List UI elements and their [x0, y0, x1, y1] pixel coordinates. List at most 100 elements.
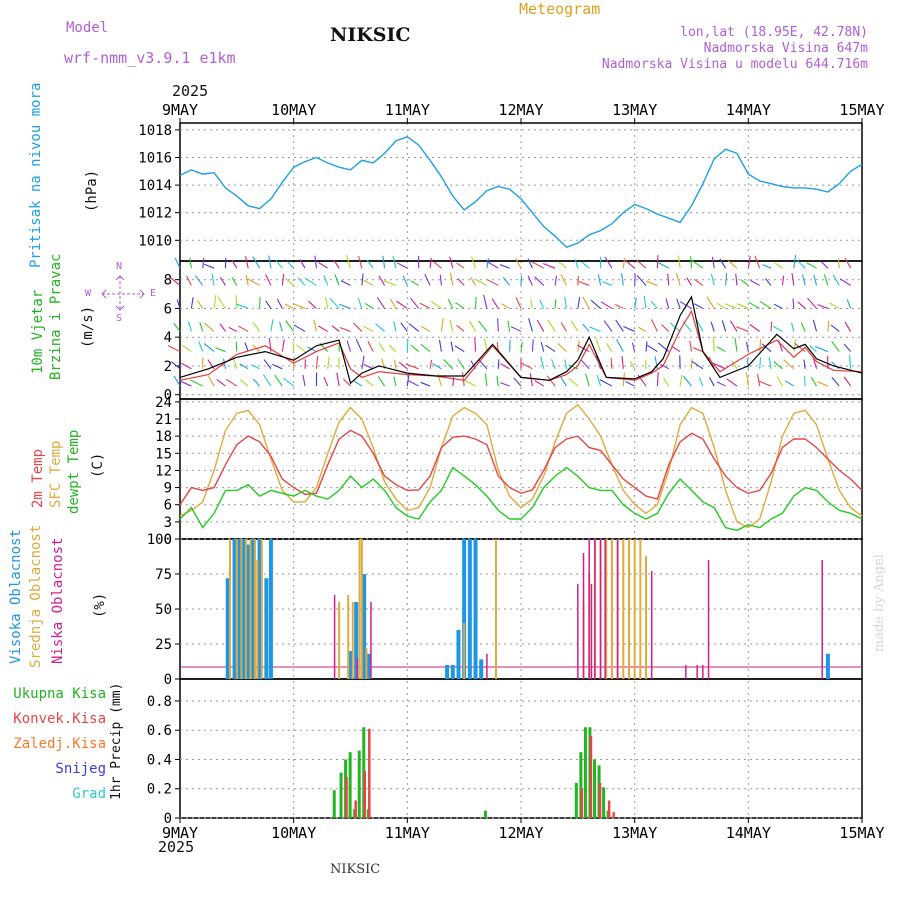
wind-barb — [658, 262, 670, 269]
wind-barb — [313, 319, 317, 332]
wind-barb — [346, 254, 352, 269]
wind-barb — [849, 354, 852, 369]
pressure-ytick-label: 1016 — [138, 151, 172, 167]
wind-barb — [216, 378, 226, 387]
xtick-label-bottom: 10MAY — [271, 824, 316, 842]
wind-barb — [698, 377, 704, 387]
wind-barb — [773, 303, 783, 309]
wind-barb — [529, 373, 533, 387]
cloud-high-bar — [450, 665, 455, 679]
wind-barb — [837, 258, 840, 269]
wind-barb — [213, 294, 217, 309]
wind-barb — [695, 318, 704, 332]
wind-barb — [486, 257, 490, 269]
wind-barb — [797, 260, 806, 269]
wind-barb — [536, 319, 545, 332]
wind-barb — [604, 256, 613, 269]
wind-barb — [225, 378, 238, 387]
wind-barb — [361, 355, 365, 369]
wind-barb — [791, 273, 795, 286]
wind-barb — [237, 325, 249, 332]
wind-barb — [716, 346, 726, 353]
wind-barb — [513, 377, 522, 387]
wind-barb — [323, 275, 329, 286]
wind-barb — [547, 319, 556, 332]
wind-barb — [454, 345, 465, 353]
wind-barb — [542, 262, 556, 269]
cloud-mid-bar — [240, 539, 243, 679]
wind-gust-line — [179, 309, 863, 381]
wind-barb — [829, 302, 840, 309]
wind-barb — [694, 303, 704, 309]
wind-barb — [507, 320, 511, 332]
wind-barb — [814, 345, 829, 353]
wind-barb — [734, 337, 738, 352]
wind-barb — [449, 319, 454, 332]
wind-barb — [299, 259, 306, 269]
wind-compass-icon — [101, 275, 145, 311]
wind-barb — [545, 344, 556, 353]
wind-barb — [486, 279, 499, 286]
temperature-ytick-label: 3 — [164, 515, 172, 531]
cloud-high-bar — [241, 539, 246, 679]
wind-barb — [532, 261, 544, 269]
wind-barb — [831, 376, 840, 387]
wind-barb — [187, 321, 192, 332]
xtick-label-bottom: 13MAY — [612, 824, 657, 842]
wind-barb — [461, 372, 465, 387]
wind-barb — [716, 302, 726, 309]
wind-barb — [656, 255, 659, 269]
wind-barb — [736, 326, 749, 332]
temperature-ytick-label: 9 — [164, 481, 172, 497]
wind-barb — [661, 324, 670, 332]
wind-barb — [646, 280, 658, 286]
wind-barb — [170, 277, 181, 286]
wind-barb — [520, 362, 533, 370]
cloud-low-bar — [702, 665, 704, 679]
pressure-ytick-label: 1010 — [138, 233, 172, 249]
wind-barb — [388, 345, 397, 352]
precip-conv-bar — [598, 782, 602, 818]
wind-barb — [597, 274, 602, 286]
wind-barb — [725, 273, 728, 286]
wind-barb — [405, 363, 419, 370]
wind-barb — [599, 379, 613, 387]
wind-barb — [622, 258, 626, 269]
cloud-mid-bar — [633, 539, 636, 679]
wind-barb — [531, 339, 534, 352]
wind-barb — [540, 356, 545, 369]
wind-barb — [190, 379, 203, 387]
cloud-low-bar — [370, 602, 372, 679]
wind-barb — [590, 299, 601, 309]
wind-barb — [329, 297, 340, 309]
cloud-high-bar — [445, 665, 450, 679]
cloud-high-bar — [467, 539, 472, 679]
cloud-mid-bar — [244, 539, 247, 679]
xtick-label-top: 11MAY — [385, 101, 430, 119]
wind-barb — [377, 376, 386, 387]
wind-barb — [314, 255, 317, 269]
wind-barb — [772, 325, 783, 332]
wind-barb — [804, 376, 806, 387]
cloud-low-bar — [588, 539, 590, 679]
wind-barb — [582, 296, 590, 309]
wind-barb — [429, 257, 432, 269]
cloud-high-bar — [366, 653, 371, 679]
wind-barb — [809, 345, 817, 352]
wind-barb — [474, 337, 477, 352]
wind-barb — [449, 256, 454, 269]
wind-barb — [376, 296, 386, 309]
cloud-low-bar — [594, 539, 596, 679]
precip-ytick-label: 0.4 — [147, 752, 172, 768]
wind-barb — [424, 273, 431, 286]
wind-barb — [410, 297, 420, 309]
wind-barb — [745, 372, 749, 387]
precip-total-bar — [348, 752, 352, 818]
wind-barb — [181, 344, 192, 353]
wind-barb — [746, 341, 749, 352]
wind-barb — [596, 374, 602, 387]
wind-barb — [186, 275, 192, 286]
wind-barb — [637, 326, 647, 332]
wind-barb — [393, 376, 397, 387]
pressure-ytick-label: 1014 — [138, 178, 172, 194]
